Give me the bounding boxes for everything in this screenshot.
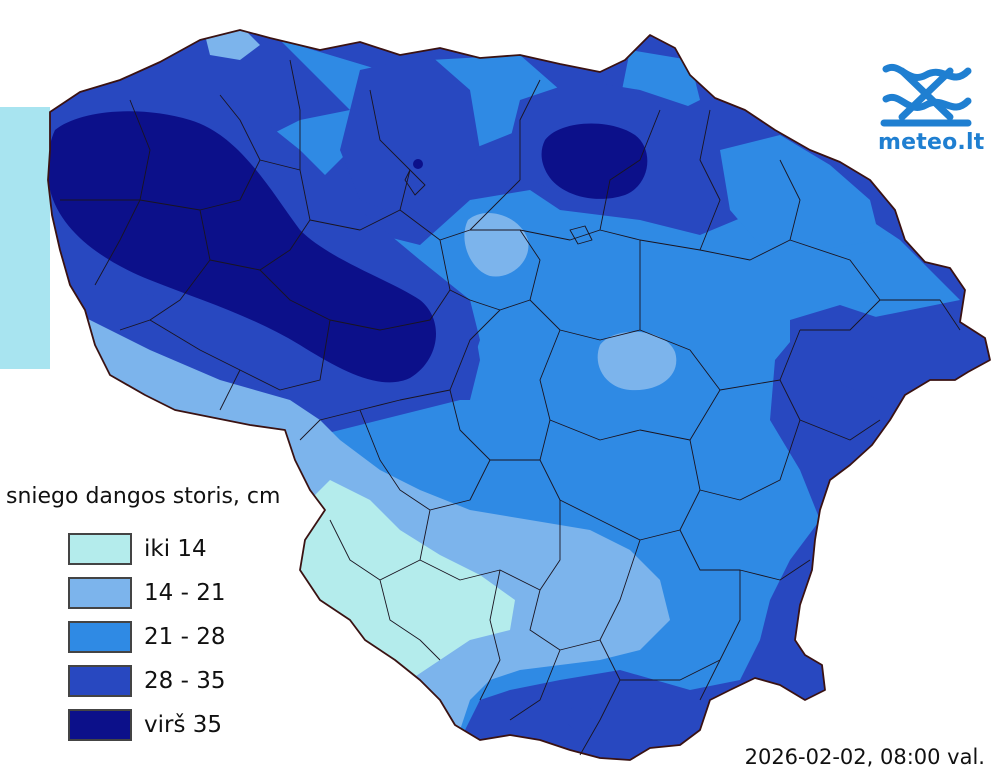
municipality-boundaries xyxy=(60,59,961,756)
legend-label: iki 14 xyxy=(144,536,207,562)
boundary-line xyxy=(699,570,741,701)
boundary-line xyxy=(529,539,641,651)
logo-text[interactable]: meteo.lt xyxy=(878,130,985,155)
legend-item: iki 14 xyxy=(68,527,280,571)
boundary-line xyxy=(579,639,621,756)
boundary-line xyxy=(404,169,426,196)
legend-item: 21 - 28 xyxy=(68,615,280,659)
boundary-line xyxy=(219,369,241,411)
legend: sniego dangos storis, cm iki 14 14 - 21 … xyxy=(6,484,280,747)
sea-area xyxy=(0,107,50,369)
legend-label: 28 - 35 xyxy=(144,668,226,694)
zone-over-35-dot xyxy=(413,159,423,169)
boundary-line xyxy=(139,94,261,211)
boundary-line xyxy=(639,109,721,251)
legend-swatch xyxy=(68,665,132,697)
boundary-line xyxy=(289,59,301,170)
legend-item: 14 - 21 xyxy=(68,571,280,615)
zone-28-35-north xyxy=(340,55,480,215)
boundary-line xyxy=(519,229,641,241)
boundary-line xyxy=(509,649,561,721)
boundary-line xyxy=(880,299,961,331)
zone-over-35-south xyxy=(566,706,596,730)
boundary-line xyxy=(309,89,411,231)
legend-title: sniego dangos storis, cm xyxy=(6,484,281,509)
zone-14-21-ukmerge xyxy=(597,331,677,391)
boundary-line xyxy=(359,409,491,511)
boundary-line xyxy=(379,579,441,661)
boundary-line xyxy=(149,319,331,391)
boundary-line xyxy=(449,309,540,461)
boundary-line xyxy=(119,209,211,331)
legend-swatch xyxy=(68,709,132,741)
legend-swatch xyxy=(68,533,132,565)
boundary-line xyxy=(479,569,501,701)
boundary-line xyxy=(539,419,681,541)
zone-over-35-northeast xyxy=(541,123,648,199)
zone-14-21-panevezys xyxy=(464,212,529,277)
boundary-line xyxy=(599,109,661,231)
zone-28-35-east xyxy=(760,305,990,700)
legend-label: 14 - 21 xyxy=(144,580,226,606)
boundary-line xyxy=(689,419,801,501)
meteo-wave-logo-icon xyxy=(880,63,972,127)
boundary-line xyxy=(519,79,541,180)
timestamp: 2026-02-02, 08:00 val. xyxy=(744,745,985,769)
legend-swatch xyxy=(68,577,132,609)
legend-swatch xyxy=(68,621,132,653)
zone-14-21-north-tip xyxy=(205,30,260,60)
boundary-line xyxy=(620,659,721,681)
boundary-line xyxy=(209,159,311,271)
boundary-line xyxy=(419,500,561,591)
legend-item: 28 - 35 xyxy=(68,659,280,703)
zone-21-28-east xyxy=(720,135,880,250)
zone-over-35-west xyxy=(48,111,436,383)
boundary-line xyxy=(569,225,593,245)
legend-item: virš 35 xyxy=(68,703,280,747)
country-border xyxy=(47,29,991,761)
boundary-line xyxy=(679,489,811,581)
legend-label: 21 - 28 xyxy=(144,624,226,650)
legend-label: virš 35 xyxy=(144,712,223,738)
